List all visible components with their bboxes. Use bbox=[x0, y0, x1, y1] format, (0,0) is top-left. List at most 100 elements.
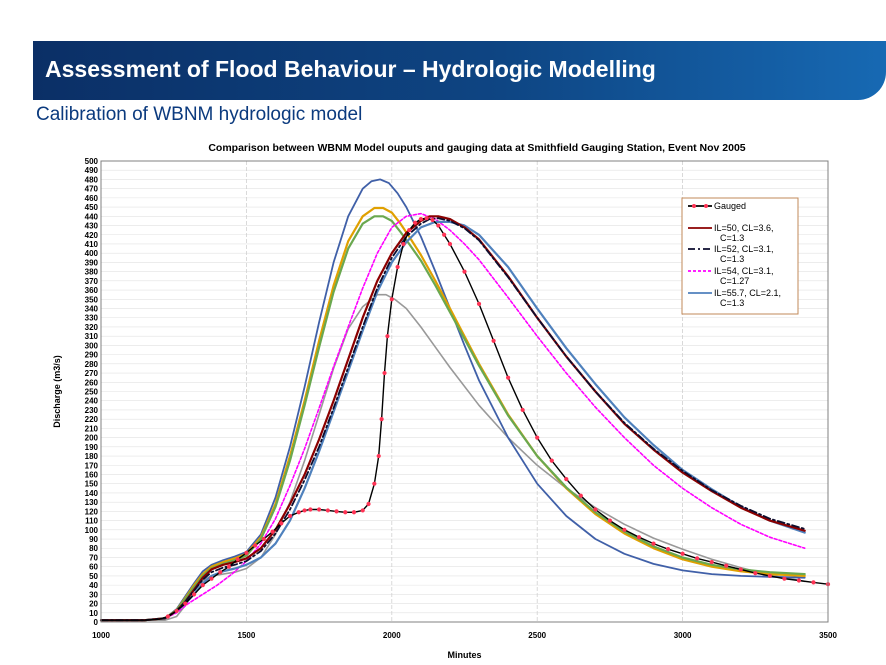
gauged-point bbox=[506, 375, 511, 380]
gauged-point bbox=[389, 297, 394, 302]
legend-label-line2: C=1.3 bbox=[720, 233, 744, 243]
title-banner: Assessment of Flood Behaviour – Hydrolog… bbox=[33, 41, 886, 100]
y-tick-label: 490 bbox=[85, 166, 99, 175]
gauged-point bbox=[317, 507, 322, 512]
series-line bbox=[100, 217, 806, 622]
series-line bbox=[100, 212, 806, 622]
gauged-point bbox=[607, 518, 613, 523]
y-tick-label: 480 bbox=[85, 175, 99, 184]
y-tick-label: 440 bbox=[85, 212, 99, 221]
y-tick-label: 60 bbox=[89, 563, 98, 572]
slide-title: Assessment of Flood Behaviour – Hydrolog… bbox=[45, 56, 656, 82]
gauged-point bbox=[226, 564, 232, 569]
gauged-point bbox=[578, 493, 583, 498]
gauged-point bbox=[218, 570, 223, 575]
legend-label: IL=50, CL=3.6, bbox=[714, 223, 774, 233]
legend-label: IL=54, CL=3.1, bbox=[714, 266, 774, 276]
gauged-point bbox=[302, 508, 307, 513]
gauged-point bbox=[796, 578, 802, 583]
y-tick-label: 460 bbox=[85, 194, 99, 203]
gauged-point bbox=[767, 573, 772, 579]
y-tick-label: 230 bbox=[85, 406, 99, 415]
gauged-point bbox=[385, 334, 390, 339]
legend-label-line2: C=1.3 bbox=[720, 254, 744, 264]
legend-box bbox=[681, 197, 799, 315]
gauged-point bbox=[811, 580, 816, 585]
gauged-point bbox=[442, 232, 447, 237]
y-tick-label: 170 bbox=[85, 461, 99, 470]
y-tick-label: 270 bbox=[85, 369, 99, 378]
gauged-point bbox=[174, 608, 179, 614]
chart-title: Comparison between WBNM Model ouputs and… bbox=[208, 142, 745, 154]
series-line bbox=[99, 206, 806, 622]
y-tick-label: 400 bbox=[85, 249, 99, 258]
y-tick-label: 120 bbox=[85, 507, 99, 516]
gauged-point bbox=[279, 521, 284, 526]
x-axis-label: Minutes bbox=[447, 650, 481, 660]
y-tick-label: 200 bbox=[85, 434, 99, 443]
gauged-point bbox=[430, 217, 435, 223]
gauged-point bbox=[709, 559, 714, 565]
gauged-point bbox=[395, 264, 400, 270]
gauged-point bbox=[680, 551, 685, 556]
chart-grid bbox=[100, 160, 829, 623]
y-tick-label: 130 bbox=[85, 498, 99, 507]
gauged-point bbox=[782, 576, 787, 581]
y-tick-label: 140 bbox=[85, 489, 99, 498]
y-tick-label: 290 bbox=[85, 351, 99, 360]
gauged-point bbox=[261, 536, 266, 542]
y-tick-label: 470 bbox=[85, 185, 99, 194]
x-tick-label: 1500 bbox=[238, 631, 256, 640]
x-tick-label: 3000 bbox=[674, 631, 692, 640]
gauged-point bbox=[376, 453, 381, 459]
gauged-point bbox=[382, 370, 387, 376]
x-tick-label: 1000 bbox=[92, 631, 110, 640]
gauged-point bbox=[665, 547, 671, 552]
gauged-point bbox=[372, 481, 377, 486]
gauged-point bbox=[549, 458, 554, 463]
gauged-point bbox=[308, 507, 313, 512]
gauged-point bbox=[753, 571, 758, 576]
y-tick-label: 160 bbox=[85, 470, 99, 479]
gauged-point bbox=[343, 510, 348, 515]
y-tick-label: 310 bbox=[85, 332, 99, 341]
gauged-point bbox=[200, 583, 205, 588]
y-tick-label: 420 bbox=[85, 231, 99, 240]
gauged-point bbox=[564, 476, 569, 482]
gauged-point bbox=[244, 550, 249, 555]
gauged-point bbox=[651, 541, 656, 546]
gauged-point bbox=[412, 220, 418, 225]
y-tick-label: 40 bbox=[89, 581, 98, 590]
gauged-point bbox=[593, 507, 598, 512]
gauged-point bbox=[379, 417, 384, 422]
legend-label-line2: C=1.3 bbox=[720, 298, 744, 308]
y-tick-label: 70 bbox=[89, 553, 98, 562]
gauged-point bbox=[407, 228, 412, 233]
y-tick-label: 300 bbox=[85, 341, 99, 350]
gauged-point bbox=[351, 510, 357, 515]
gauged-point bbox=[447, 241, 453, 247]
y-tick-label: 320 bbox=[85, 323, 99, 332]
gauged-point bbox=[165, 614, 170, 619]
y-tick-label: 20 bbox=[89, 600, 98, 609]
y-tick-label: 410 bbox=[85, 240, 99, 249]
y-tick-label: 150 bbox=[85, 480, 99, 489]
gauged-point bbox=[287, 513, 293, 519]
y-tick-label: 430 bbox=[85, 222, 99, 231]
gauged-point bbox=[436, 223, 441, 228]
y-tick-label: 250 bbox=[85, 388, 99, 397]
gauged-point bbox=[366, 501, 371, 507]
y-tick-label: 220 bbox=[85, 415, 99, 424]
legend-label: IL=52, CL=3.1, bbox=[714, 244, 774, 254]
gauged-point bbox=[476, 301, 482, 307]
y-tick-label: 0 bbox=[94, 618, 99, 627]
gauged-point bbox=[520, 407, 525, 413]
chart-series bbox=[99, 178, 831, 622]
y-tick-label: 190 bbox=[85, 443, 99, 452]
y-tick-label: 110 bbox=[85, 517, 98, 526]
y-tick-label: 90 bbox=[89, 535, 98, 544]
gauged-point bbox=[535, 435, 540, 440]
gauged-point bbox=[235, 557, 240, 562]
